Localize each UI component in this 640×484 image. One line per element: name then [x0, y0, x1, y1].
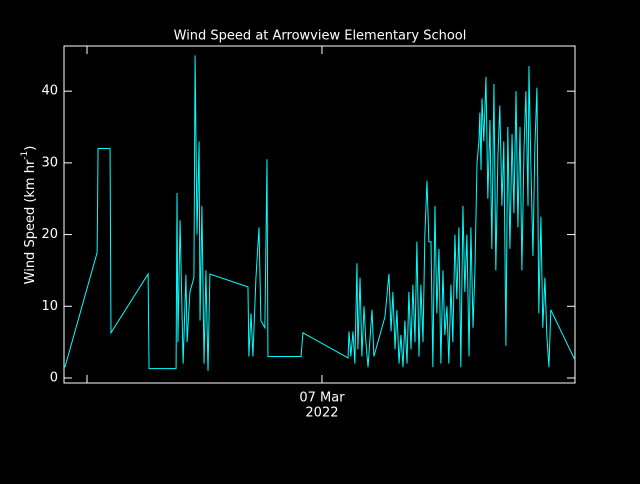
y-label-superscript: -1: [20, 151, 30, 160]
y-tick-label: 40: [41, 84, 58, 99]
data-line: [64, 55, 576, 371]
y-tick-label: 10: [41, 299, 58, 314]
x-tick-label: 07 Mar: [299, 391, 345, 406]
plot-frame: [63, 45, 576, 384]
x-tick-label: 2022: [305, 406, 338, 421]
y-label-text: Wind Speed (km hr: [23, 159, 38, 284]
chart-title: Wind Speed at Arrowview Elementary Schoo…: [174, 29, 467, 44]
y-axis-label: Wind Speed (km hr-1): [20, 146, 38, 285]
y-tick-label: 0: [50, 370, 58, 385]
y-tick-label: 30: [41, 155, 58, 170]
y-tick-label: 20: [41, 227, 58, 242]
y-label-close: ): [23, 146, 38, 151]
